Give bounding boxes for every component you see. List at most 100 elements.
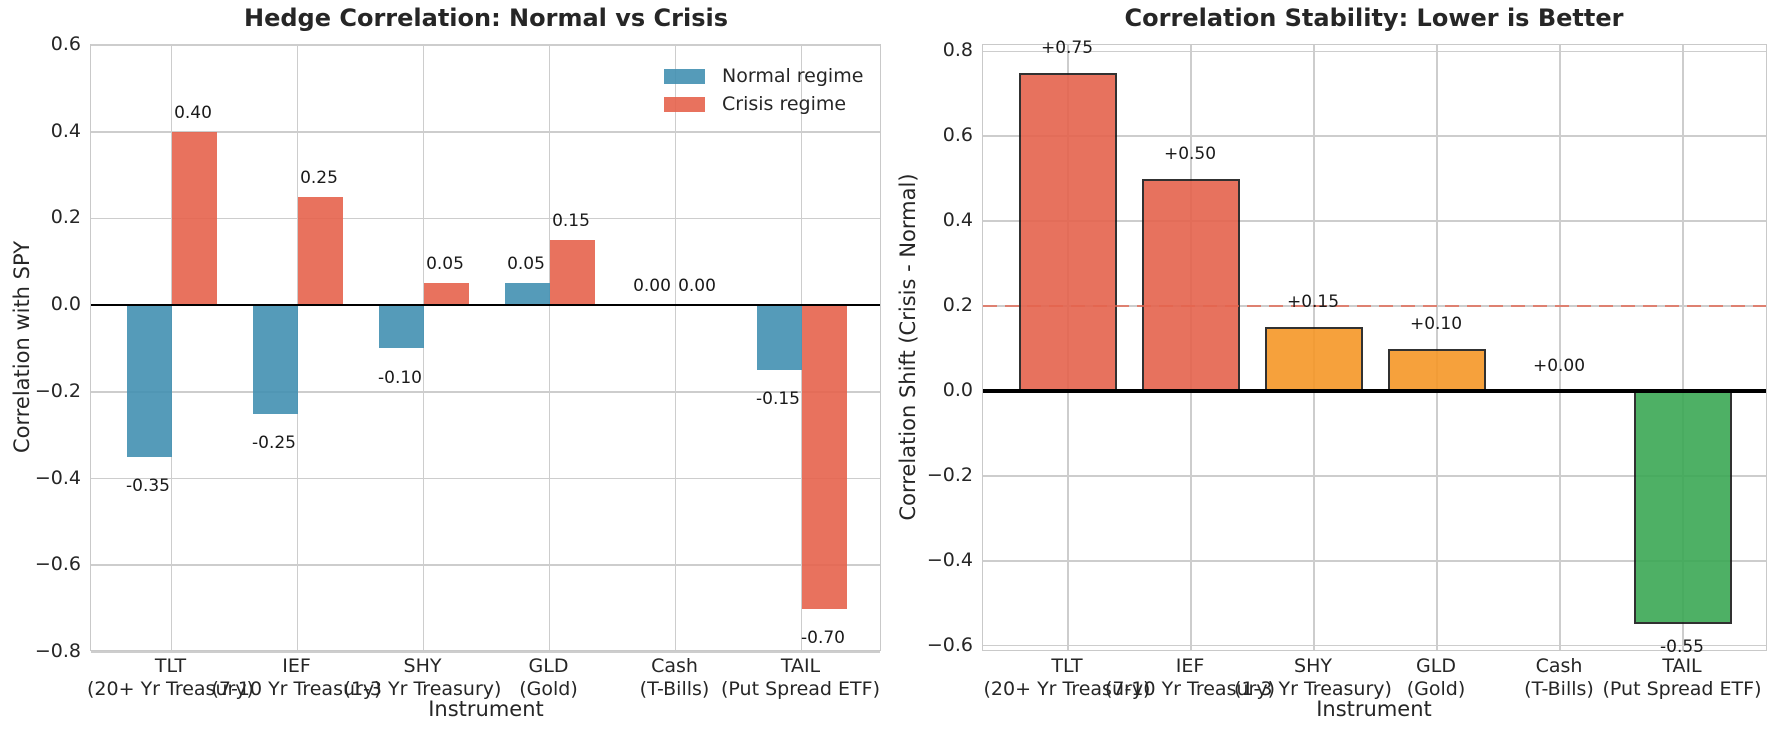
bar-tail: [1634, 390, 1732, 625]
y-tick-label: −0.2: [34, 379, 81, 402]
bar-value-label: -0.10: [378, 367, 422, 388]
x-tick-label-gld: GLD (Gold): [519, 655, 578, 701]
gridline-v: [674, 45, 677, 650]
y-tick-label: 0.4: [50, 119, 81, 142]
right-x-axis-label: Instrument: [1316, 697, 1432, 721]
x-tick-symbol: TLT: [1051, 655, 1083, 677]
bar-gld: [504, 283, 550, 306]
y-tick-label: 0.2: [942, 294, 973, 317]
y-tick-label: 0.0: [942, 378, 973, 401]
right-plot-area: [982, 44, 1767, 651]
normal-regime-swatch: [664, 68, 705, 84]
gridline-h: [91, 477, 880, 480]
bar-value-label: -0.55: [1660, 637, 1704, 658]
bar-value-label: +0.75: [1040, 37, 1094, 58]
y-tick-label: −0.4: [34, 466, 81, 489]
x-tick-description: (Put Spread ETF): [1602, 678, 1762, 700]
gridline-h: [983, 50, 1766, 53]
y-tick-label: −0.6: [926, 633, 973, 656]
y-tick-label: 0.4: [942, 209, 973, 232]
gridline-v: [1436, 45, 1438, 650]
bar-value-label: 0.15: [552, 211, 590, 232]
bar-value-label: -0.70: [801, 627, 845, 648]
x-tick-description: (20+ Yr Treasury): [983, 678, 1151, 700]
y-tick-label: −0.2: [926, 463, 973, 486]
x-tick-label-shy: SHY (1-3 Yr Treasury): [344, 655, 502, 701]
crisis-regime-swatch: [664, 96, 705, 112]
gridline-v: [1682, 45, 1684, 650]
x-tick-label-gld: GLD (Gold): [1407, 655, 1466, 701]
bar-value-label: 0.00: [678, 276, 716, 297]
bar-value-label: 0.40: [174, 102, 212, 123]
x-tick-description: (T-Bills): [1524, 678, 1594, 700]
bar-value-label: 0.25: [300, 167, 338, 188]
x-tick-description: (T-Bills): [639, 678, 710, 700]
x-tick-label-tail: TAIL (Put Spread ETF): [721, 655, 880, 701]
legend-label-crisis-regime: Crisis regime: [722, 93, 847, 115]
y-tick-label: −0.6: [34, 553, 81, 576]
x-tick-symbol: Cash: [651, 655, 698, 677]
x-tick-description: (Put Spread ETF): [721, 678, 880, 700]
legend-label-normal-regime: Normal regime: [722, 65, 864, 87]
bar-value-label: -0.35: [126, 475, 170, 496]
x-tick-label-tail: TAIL (Put Spread ETF): [1603, 655, 1762, 701]
bar-gld: [1388, 348, 1486, 391]
left-x-axis-label: Instrument: [428, 697, 544, 721]
y-tick-label: 0.8: [942, 39, 973, 62]
x-tick-symbol: SHY: [1294, 655, 1332, 677]
left-y-axis-label: Correlation with SPY: [10, 240, 34, 454]
x-tick-description: (20+ Yr Treasury): [87, 678, 254, 700]
bar-tlt: [1019, 72, 1117, 391]
x-tick-label-cash: Cash (T-Bills): [640, 655, 710, 701]
bar-value-label: -0.15: [756, 389, 800, 410]
legend: Normal regime Crisis regime: [664, 62, 863, 118]
right-chart-title: Correlation Stability: Lower is Better: [1124, 4, 1624, 32]
x-tick-description: (Gold): [1406, 678, 1466, 700]
gridline-h: [91, 651, 880, 653]
x-tick-symbol: SHY: [403, 655, 442, 677]
bar-tlt: [126, 305, 172, 457]
x-tick-symbol: TAIL: [780, 655, 821, 677]
bar-value-label: 0.05: [426, 254, 464, 275]
x-tick-symbol: GLD: [1416, 655, 1456, 677]
bar-tail: [801, 305, 847, 609]
x-tick-description: (7-10 Yr Treasury): [211, 678, 382, 700]
gridline-v: [548, 45, 551, 650]
x-tick-symbol: IEF: [282, 655, 311, 677]
legend-item-crisis-regime: Crisis regime: [664, 90, 863, 118]
bar-value-label: +0.00: [1532, 355, 1586, 376]
zero-line: [91, 303, 880, 307]
y-tick-label: 0.6: [942, 124, 973, 147]
bar-value-label: +0.50: [1163, 143, 1217, 164]
y-tick-label: 0.6: [50, 33, 81, 55]
x-tick-description: (7-10 Yr Treasury): [1105, 678, 1275, 700]
left-chart-title: Hedge Correlation: Normal vs Crisis: [243, 4, 729, 32]
bar-value-label: +0.10: [1409, 313, 1463, 334]
x-tick-symbol: IEF: [1175, 655, 1205, 677]
y-tick-label: −0.8: [34, 640, 81, 662]
gridline-h: [983, 644, 1766, 647]
bar-shy: [423, 283, 469, 306]
legend-item-normal-regime: Normal regime: [664, 62, 863, 90]
x-tick-label-ief: IEF (7-10 Yr Treasury): [212, 655, 382, 701]
y-tick-label: 0.0: [50, 293, 81, 316]
x-tick-label-tlt: TLT (20+ Yr Treasury): [87, 655, 254, 701]
bar-gld: [549, 240, 595, 306]
zero-line: [983, 389, 1766, 393]
left-plot-area: [90, 44, 881, 653]
bar-ief: [1142, 178, 1240, 391]
x-tick-label-cash: Cash (T-Bills): [1524, 655, 1594, 701]
x-tick-label-shy: SHY (1-3 Yr Treasury): [1234, 655, 1392, 701]
bar-value-label: 0.05: [507, 254, 545, 275]
x-tick-label-tlt: TLT (20+ Yr Treasury): [984, 655, 1151, 701]
x-tick-symbol: TAIL: [1662, 655, 1702, 677]
x-tick-symbol: GLD: [528, 655, 569, 677]
threshold-line: [983, 304, 1766, 308]
bar-tail: [756, 305, 802, 371]
gridline-h: [983, 135, 1766, 138]
bar-value-label: 0.00: [633, 276, 671, 297]
x-tick-description: (Gold): [519, 678, 578, 700]
x-tick-description: (1-3 Yr Treasury): [1234, 678, 1392, 700]
gridline-h: [983, 474, 1766, 477]
bar-tlt: [171, 131, 217, 306]
